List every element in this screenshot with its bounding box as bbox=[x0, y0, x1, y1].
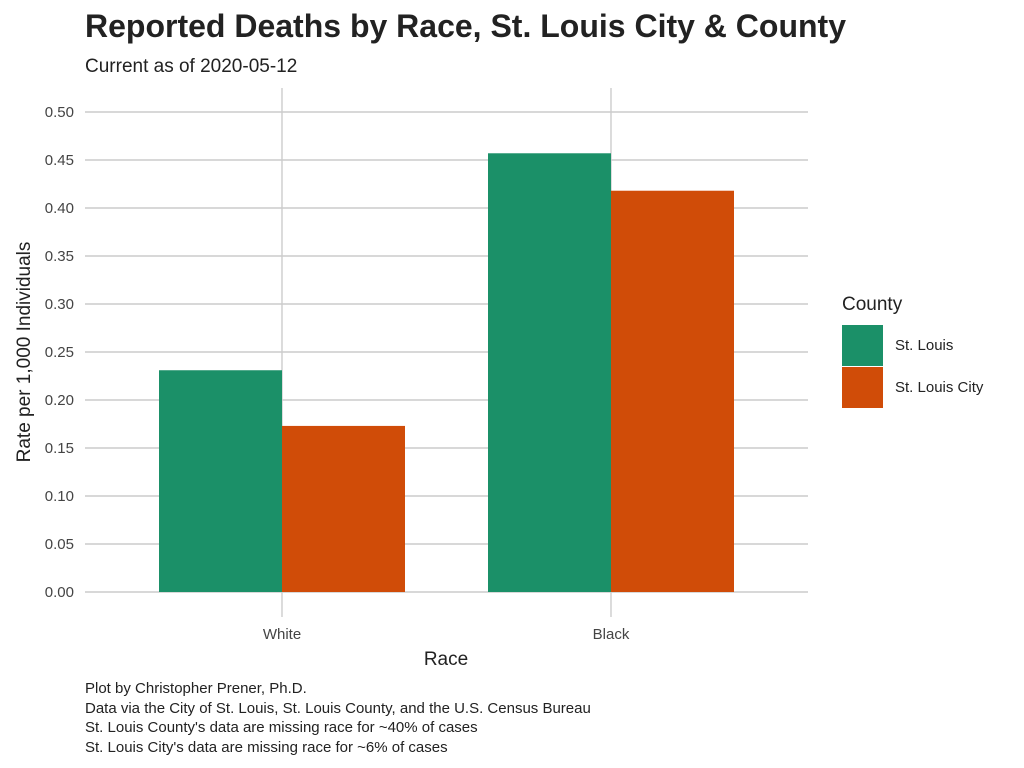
caption-line-author: Plot by Christopher Prener, Ph.D. bbox=[85, 680, 307, 697]
legend-item-st-louis: St. Louis bbox=[842, 324, 983, 366]
y-tick-label: 0.15 bbox=[45, 440, 74, 457]
y-tick-label: 0.25 bbox=[45, 344, 74, 361]
bar-black-st-louis-city bbox=[611, 190, 734, 592]
bar-black-st-louis bbox=[488, 153, 611, 592]
caption: Plot by Christopher Prener, Ph.D. Data v… bbox=[85, 679, 591, 757]
y-tick-label: 0.40 bbox=[45, 200, 74, 217]
bar-white-st-louis-city bbox=[282, 425, 405, 592]
bars bbox=[159, 153, 734, 592]
y-tick-label: 0.00 bbox=[45, 584, 74, 601]
y-tick-label: 0.50 bbox=[45, 104, 74, 121]
legend-swatch-st-louis bbox=[842, 324, 883, 366]
x-axis-title: Race bbox=[424, 649, 468, 670]
x-tick-label: Black bbox=[593, 626, 630, 643]
legend: County St. Louis St. Louis City bbox=[842, 294, 983, 408]
legend-label-st-louis-city: St. Louis City bbox=[895, 378, 984, 396]
y-tick-label: 0.20 bbox=[45, 392, 74, 409]
legend-label-st-louis: St. Louis bbox=[895, 336, 954, 354]
caption-line-city-note: St. Louis City's data are missing race f… bbox=[85, 738, 448, 756]
x-tick-labels: White Black bbox=[263, 626, 630, 643]
x-tick-label: White bbox=[263, 626, 301, 643]
legend-item-st-louis-city: St. Louis City bbox=[842, 366, 983, 408]
y-tick-label: 0.45 bbox=[45, 152, 74, 169]
y-tick-label: 0.05 bbox=[45, 536, 74, 553]
legend-swatch-st-louis-city bbox=[842, 366, 883, 408]
legend-title: County bbox=[842, 294, 903, 315]
chart-title: Reported Deaths by Race, St. Louis City … bbox=[85, 8, 846, 44]
chart-subtitle: Current as of 2020-05-12 bbox=[85, 56, 298, 77]
y-tick-labels: 0.00 0.05 0.10 0.15 0.20 0.25 0.30 0.35 0.40 0.45… bbox=[45, 104, 74, 601]
bar-white-st-louis bbox=[159, 370, 282, 592]
y-tick-label: 0.30 bbox=[45, 296, 74, 313]
y-tick-label: 0.35 bbox=[45, 248, 74, 265]
y-axis-title: Rate per 1,000 Individuals bbox=[14, 242, 35, 463]
y-tick-label: 0.10 bbox=[45, 488, 74, 505]
caption-line-county-note: St. Louis County's data are missing race… bbox=[85, 719, 478, 736]
caption-line-source: Data via the City of St. Louis, St. Loui… bbox=[85, 699, 591, 717]
